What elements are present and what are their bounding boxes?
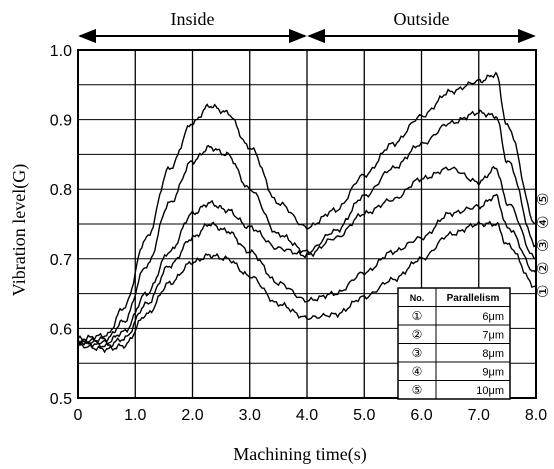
region-label: Inside [171,9,215,29]
series-line [77,165,537,347]
table-cell-parallelism: 8μm [482,348,504,360]
table-cell-no: ② [412,328,423,342]
series-line [77,193,537,349]
y-tick-label: 0.7 [50,252,72,269]
parallelism-table: No. Parallelism ① 6μm ② 7μm ③ 8μm ④ 9μm ⑤ 10μm [397,287,511,400]
x-tick-label: 8.0 [525,407,547,424]
series-end-label: ⑤ [535,193,552,206]
x-tick-label: 2.0 [181,407,203,424]
x-tick-label: 1.0 [124,407,146,424]
x-axis-label: Machining time(s) [233,444,366,465]
x-tick-label: 0 [74,407,83,424]
x-tick-label: 6.0 [410,407,432,424]
y-tick-label: 0.9 [50,113,72,130]
series-line [77,109,537,345]
y-tick-label: 0.8 [50,182,72,199]
region-label: Outside [394,9,450,29]
table-cell-no: ⑤ [412,383,423,397]
series-end-label: ③ [535,239,552,252]
y-tick-labels: 0.5 0.6 0.7 0.8 0.9 1.0 [50,43,72,408]
series-line [77,71,537,341]
series-end-labels: ⑤ ④ ③ ② ① [535,193,552,298]
series-line [77,220,537,354]
y-tick-label: 0.6 [50,321,72,338]
y-axis-label: Vibration level(G) [9,164,30,296]
region-arrows: Inside Outside [78,9,536,44]
x-tick-labels: 0 1.0 2.0 3.0 4.0 5.0 6.0 7.0 8.0 [74,407,548,424]
table-cell-parallelism: 10μm [476,385,504,397]
table-header-no: No. [410,293,425,303]
series-end-label: ④ [535,216,552,229]
table-cell-parallelism: 7μm [482,330,504,342]
table-cell-no: ① [412,309,423,323]
table-cell-parallelism: 9μm [482,367,504,379]
series-lines [77,71,537,354]
table-cell-no: ③ [412,346,423,360]
series-end-label: ① [535,285,552,298]
y-tick-label: 0.5 [50,391,72,408]
table-cell-parallelism: 6μm [482,311,504,323]
x-tick-label: 7.0 [468,407,490,424]
x-tick-label: 4.0 [296,407,318,424]
y-tick-label: 1.0 [50,43,72,60]
table-cell-no: ④ [412,365,423,379]
plot-frame [77,49,537,399]
x-tick-label: 3.0 [239,407,261,424]
x-tick-label: 5.0 [353,407,375,424]
series-end-label: ② [535,262,552,275]
table-header-parallelism: Parallelism [447,293,500,304]
